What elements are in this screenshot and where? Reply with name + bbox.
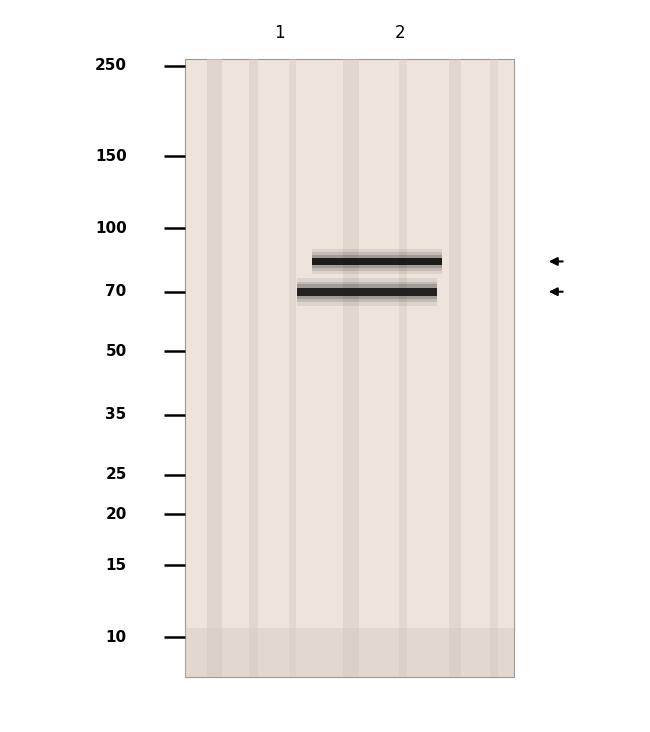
Text: 25: 25 [105, 467, 127, 482]
Bar [312, 249, 442, 274]
Text: 150: 150 [95, 149, 127, 164]
Text: 1: 1 [274, 24, 285, 42]
Bar [298, 285, 437, 299]
Text: 70: 70 [105, 284, 127, 299]
Bar [399, 59, 407, 677]
Text: 100: 100 [95, 221, 127, 236]
Bar [312, 255, 442, 268]
Text: 35: 35 [105, 408, 127, 422]
Text: 15: 15 [105, 558, 127, 573]
Bar [312, 253, 442, 271]
Text: 50: 50 [105, 344, 127, 359]
Bar [185, 59, 514, 677]
Bar [185, 627, 514, 677]
Bar [207, 59, 222, 677]
Bar [289, 59, 296, 677]
Bar [343, 59, 359, 677]
Text: 250: 250 [95, 58, 127, 73]
Bar [490, 59, 499, 677]
Bar [298, 288, 437, 296]
Text: 10: 10 [105, 630, 127, 645]
Text: 20: 20 [105, 507, 127, 522]
Bar [298, 282, 437, 302]
Text: 2: 2 [395, 24, 405, 42]
Bar [449, 59, 461, 677]
Bar [312, 258, 442, 265]
Bar [298, 277, 437, 306]
Bar [249, 59, 258, 677]
